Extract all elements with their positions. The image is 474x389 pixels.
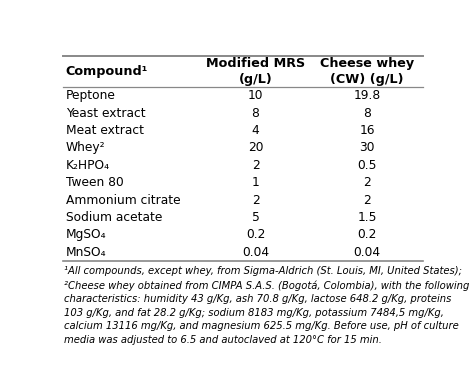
Text: 20: 20 <box>248 142 263 154</box>
Text: 19.8: 19.8 <box>354 89 381 102</box>
Text: 1: 1 <box>252 176 259 189</box>
Text: 1.5: 1.5 <box>357 211 377 224</box>
Text: 0.04: 0.04 <box>242 246 269 259</box>
Text: 8: 8 <box>252 107 259 120</box>
Text: 2: 2 <box>252 194 259 207</box>
Text: 16: 16 <box>359 124 375 137</box>
Text: Meat extract: Meat extract <box>66 124 144 137</box>
Text: 0.2: 0.2 <box>246 228 265 241</box>
Text: Tween 80: Tween 80 <box>66 176 124 189</box>
Text: Yeast extract: Yeast extract <box>66 107 146 120</box>
Text: K₂HPO₄: K₂HPO₄ <box>66 159 110 172</box>
Text: Sodium acetate: Sodium acetate <box>66 211 162 224</box>
Text: 5: 5 <box>252 211 259 224</box>
Text: Compound¹: Compound¹ <box>66 65 148 78</box>
Text: Cheese whey
(CW) (g/L): Cheese whey (CW) (g/L) <box>320 57 414 86</box>
Text: Peptone: Peptone <box>66 89 116 102</box>
Text: 2: 2 <box>363 194 371 207</box>
Text: 30: 30 <box>359 142 375 154</box>
Text: 2: 2 <box>252 159 259 172</box>
Text: 0.2: 0.2 <box>357 228 377 241</box>
Text: MgSO₄: MgSO₄ <box>66 228 107 241</box>
Text: Ammonium citrate: Ammonium citrate <box>66 194 181 207</box>
Text: 4: 4 <box>252 124 259 137</box>
Text: 8: 8 <box>363 107 371 120</box>
Text: 0.04: 0.04 <box>354 246 381 259</box>
Text: 0.5: 0.5 <box>357 159 377 172</box>
Text: 10: 10 <box>248 89 263 102</box>
Text: 2: 2 <box>363 176 371 189</box>
Text: Whey²: Whey² <box>66 142 105 154</box>
Text: ¹All compounds, except whey, from Sigma-Aldrich (St. Louis, MI, United States);
: ¹All compounds, except whey, from Sigma-… <box>64 266 469 345</box>
Text: MnSO₄: MnSO₄ <box>66 246 107 259</box>
Text: Modified MRS
(g/L): Modified MRS (g/L) <box>206 57 305 86</box>
